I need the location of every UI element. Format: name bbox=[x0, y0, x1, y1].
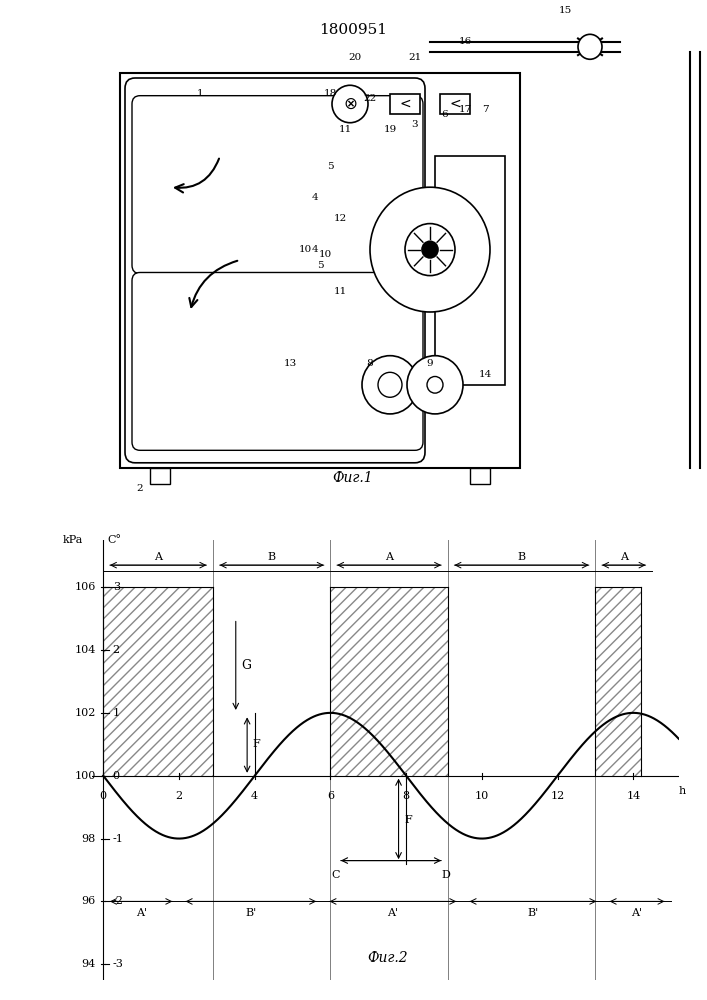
Text: 96: 96 bbox=[81, 896, 95, 906]
Text: 4: 4 bbox=[251, 791, 258, 801]
Text: B': B' bbox=[527, 908, 539, 918]
Circle shape bbox=[427, 376, 443, 393]
Text: 0: 0 bbox=[100, 791, 107, 801]
Text: h: h bbox=[679, 786, 686, 796]
Text: 17: 17 bbox=[458, 105, 472, 114]
Text: A: A bbox=[154, 552, 162, 562]
Text: <: < bbox=[449, 97, 461, 111]
Text: 3: 3 bbox=[112, 582, 120, 592]
Text: 12: 12 bbox=[334, 214, 346, 223]
Text: A: A bbox=[385, 552, 393, 562]
Text: 106: 106 bbox=[74, 582, 95, 592]
Text: 4: 4 bbox=[312, 245, 318, 254]
Text: Фиг.2: Фиг.2 bbox=[367, 951, 407, 965]
Text: C: C bbox=[332, 870, 340, 880]
Text: 100: 100 bbox=[74, 771, 95, 781]
Circle shape bbox=[378, 372, 402, 397]
Circle shape bbox=[422, 241, 438, 258]
Text: Фиг.1: Фиг.1 bbox=[333, 471, 373, 485]
Text: kPa: kPa bbox=[63, 535, 83, 545]
Text: 22: 22 bbox=[363, 94, 377, 103]
Text: D: D bbox=[441, 870, 450, 880]
Text: 2: 2 bbox=[175, 791, 182, 801]
Bar bbox=[595, 587, 641, 776]
Text: F: F bbox=[253, 739, 261, 749]
Bar bbox=[330, 587, 448, 776]
FancyBboxPatch shape bbox=[125, 78, 425, 463]
Text: 8: 8 bbox=[402, 791, 409, 801]
Text: 98: 98 bbox=[81, 834, 95, 844]
Circle shape bbox=[405, 224, 455, 276]
Text: ⊗: ⊗ bbox=[343, 95, 357, 113]
Bar bbox=[103, 587, 213, 776]
Text: 16: 16 bbox=[458, 37, 472, 46]
Text: 20: 20 bbox=[349, 53, 361, 62]
Text: A': A' bbox=[136, 908, 146, 918]
Text: 10: 10 bbox=[318, 250, 332, 259]
Text: 19: 19 bbox=[383, 125, 397, 134]
Text: 1: 1 bbox=[197, 89, 204, 98]
Text: A': A' bbox=[387, 908, 399, 918]
Text: 5: 5 bbox=[317, 261, 323, 270]
Circle shape bbox=[370, 187, 490, 312]
FancyBboxPatch shape bbox=[132, 96, 423, 274]
Text: 104: 104 bbox=[74, 645, 95, 655]
Circle shape bbox=[578, 34, 602, 59]
Bar bbox=[470, 468, 490, 484]
Text: 14: 14 bbox=[626, 791, 641, 801]
Text: 2: 2 bbox=[136, 484, 144, 493]
Text: 7: 7 bbox=[481, 105, 489, 114]
Text: G: G bbox=[242, 659, 252, 672]
Text: 5: 5 bbox=[327, 162, 333, 171]
Text: -2: -2 bbox=[112, 896, 124, 906]
Text: 9: 9 bbox=[427, 360, 433, 368]
Text: A: A bbox=[620, 552, 628, 562]
Text: 1800951: 1800951 bbox=[319, 23, 387, 37]
FancyArrowPatch shape bbox=[175, 159, 219, 192]
Bar bbox=[150, 468, 170, 484]
Text: 15: 15 bbox=[559, 6, 572, 15]
Text: 12: 12 bbox=[551, 791, 565, 801]
FancyBboxPatch shape bbox=[120, 73, 520, 468]
Text: 4: 4 bbox=[312, 193, 318, 202]
Text: 18: 18 bbox=[323, 89, 337, 98]
Bar bbox=[435, 156, 505, 385]
Circle shape bbox=[362, 356, 418, 414]
Text: 0: 0 bbox=[112, 771, 120, 781]
Text: A': A' bbox=[631, 908, 643, 918]
FancyArrowPatch shape bbox=[189, 261, 238, 307]
Text: B: B bbox=[518, 552, 526, 562]
Text: -1: -1 bbox=[112, 834, 124, 844]
Text: B: B bbox=[268, 552, 276, 562]
Text: 11: 11 bbox=[334, 287, 346, 296]
FancyBboxPatch shape bbox=[132, 272, 423, 450]
Bar bbox=[390, 94, 420, 114]
Text: 13: 13 bbox=[284, 360, 297, 368]
Text: 6: 6 bbox=[442, 110, 448, 119]
Text: 10: 10 bbox=[474, 791, 489, 801]
Bar bbox=[440, 94, 470, 114]
Text: 10: 10 bbox=[298, 245, 312, 254]
Text: 21: 21 bbox=[409, 53, 421, 62]
Text: -3: -3 bbox=[112, 959, 124, 969]
Text: 1: 1 bbox=[112, 708, 120, 718]
Text: 8: 8 bbox=[367, 360, 373, 368]
Text: F: F bbox=[404, 815, 412, 825]
Text: 11: 11 bbox=[339, 125, 351, 134]
Circle shape bbox=[332, 85, 368, 123]
Text: 6: 6 bbox=[327, 791, 334, 801]
Text: 3: 3 bbox=[411, 120, 419, 129]
Text: 102: 102 bbox=[74, 708, 95, 718]
Text: 94: 94 bbox=[81, 959, 95, 969]
Text: C°: C° bbox=[107, 535, 122, 545]
Text: B': B' bbox=[245, 908, 257, 918]
Text: 2: 2 bbox=[112, 645, 120, 655]
Text: 14: 14 bbox=[479, 370, 491, 379]
Text: <: < bbox=[399, 97, 411, 111]
Circle shape bbox=[407, 356, 463, 414]
